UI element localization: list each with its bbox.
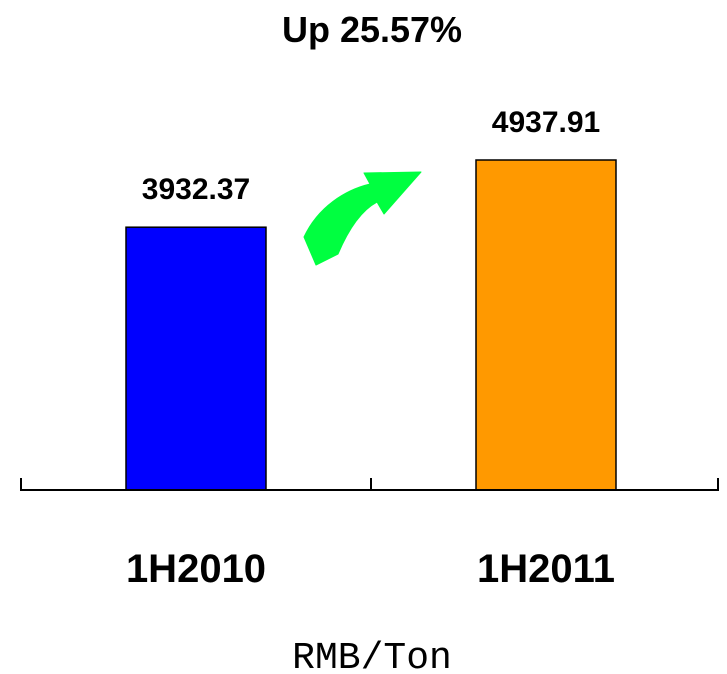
unit-label: RMB/Ton [292,637,452,674]
category-label-1H2010: 1H2010 [126,547,266,591]
bar-1H2011 [475,159,617,491]
category-label-1H2011: 1H2011 [477,547,615,591]
bars-group [125,159,617,491]
bar-1H2010 [125,226,267,491]
chart-title: Up 25.57% [282,9,462,50]
x-axis [20,478,719,491]
value-labels-group: 3932.37 4937.91 [142,106,600,206]
category-labels-group: 1H2010 1H2011 [126,547,615,591]
curved-up-arrow-icon [303,171,422,266]
value-label-1H2011: 4937.91 [492,106,600,139]
value-label-1H2010: 3932.37 [142,173,250,206]
